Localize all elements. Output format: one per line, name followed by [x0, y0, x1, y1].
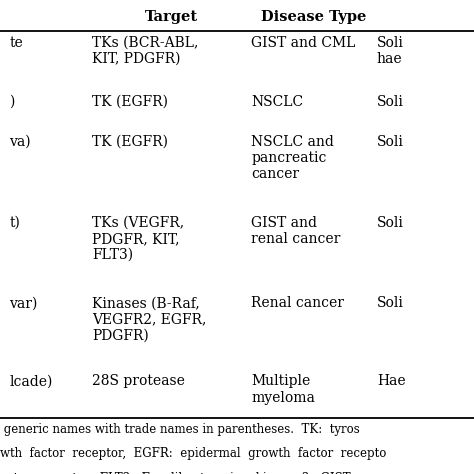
Text: TKs (VEGFR,
PDGFR, KIT,
FLT3): TKs (VEGFR, PDGFR, KIT, FLT3): [92, 216, 184, 262]
Text: Soli: Soli: [377, 296, 404, 310]
Text: Soli: Soli: [377, 135, 404, 149]
Text: TKs (BCR-ABL,
KIT, PDGFR): TKs (BCR-ABL, KIT, PDGFR): [92, 36, 199, 66]
Text: Renal cancer: Renal cancer: [251, 296, 344, 310]
Text: generic names with trade names in parentheses.  TK:  tyros: generic names with trade names in parent…: [0, 423, 360, 436]
Text: ): ): [9, 95, 15, 109]
Text: TK (EGFR): TK (EGFR): [92, 95, 168, 109]
Text: Multiple
myeloma: Multiple myeloma: [251, 374, 315, 405]
Text: va): va): [9, 135, 31, 149]
Text: Soli
hae: Soli hae: [377, 36, 404, 66]
Text: Disease Type: Disease Type: [261, 9, 367, 24]
Text: wth  factor  receptor,  EGFR:  epidermal  growth  factor  recepto: wth factor receptor, EGFR: epidermal gro…: [0, 447, 386, 460]
Text: actor  receptor,  FLT3:  Fms-like  tyrosine  kinase  3,  GIST:  ga: actor receptor, FLT3: Fms-like tyrosine …: [0, 472, 376, 474]
Text: TK (EGFR): TK (EGFR): [92, 135, 168, 149]
Text: lcade): lcade): [9, 374, 53, 389]
Text: NSCLC and
pancreatic
cancer: NSCLC and pancreatic cancer: [251, 135, 334, 182]
Text: t): t): [9, 216, 20, 230]
Text: var): var): [9, 296, 38, 310]
Text: Target: Target: [145, 9, 199, 24]
Text: GIST and CML: GIST and CML: [251, 36, 356, 50]
Text: te: te: [9, 36, 23, 50]
Text: Kinases (B-Raf,
VEGFR2, EGFR,
PDGFR): Kinases (B-Raf, VEGFR2, EGFR, PDGFR): [92, 296, 207, 343]
Text: NSCLC: NSCLC: [251, 95, 303, 109]
Text: Hae: Hae: [377, 374, 405, 389]
Text: Soli: Soli: [377, 95, 404, 109]
Text: Soli: Soli: [377, 216, 404, 230]
Text: GIST and
renal cancer: GIST and renal cancer: [251, 216, 341, 246]
Text: 28S protease: 28S protease: [92, 374, 185, 389]
